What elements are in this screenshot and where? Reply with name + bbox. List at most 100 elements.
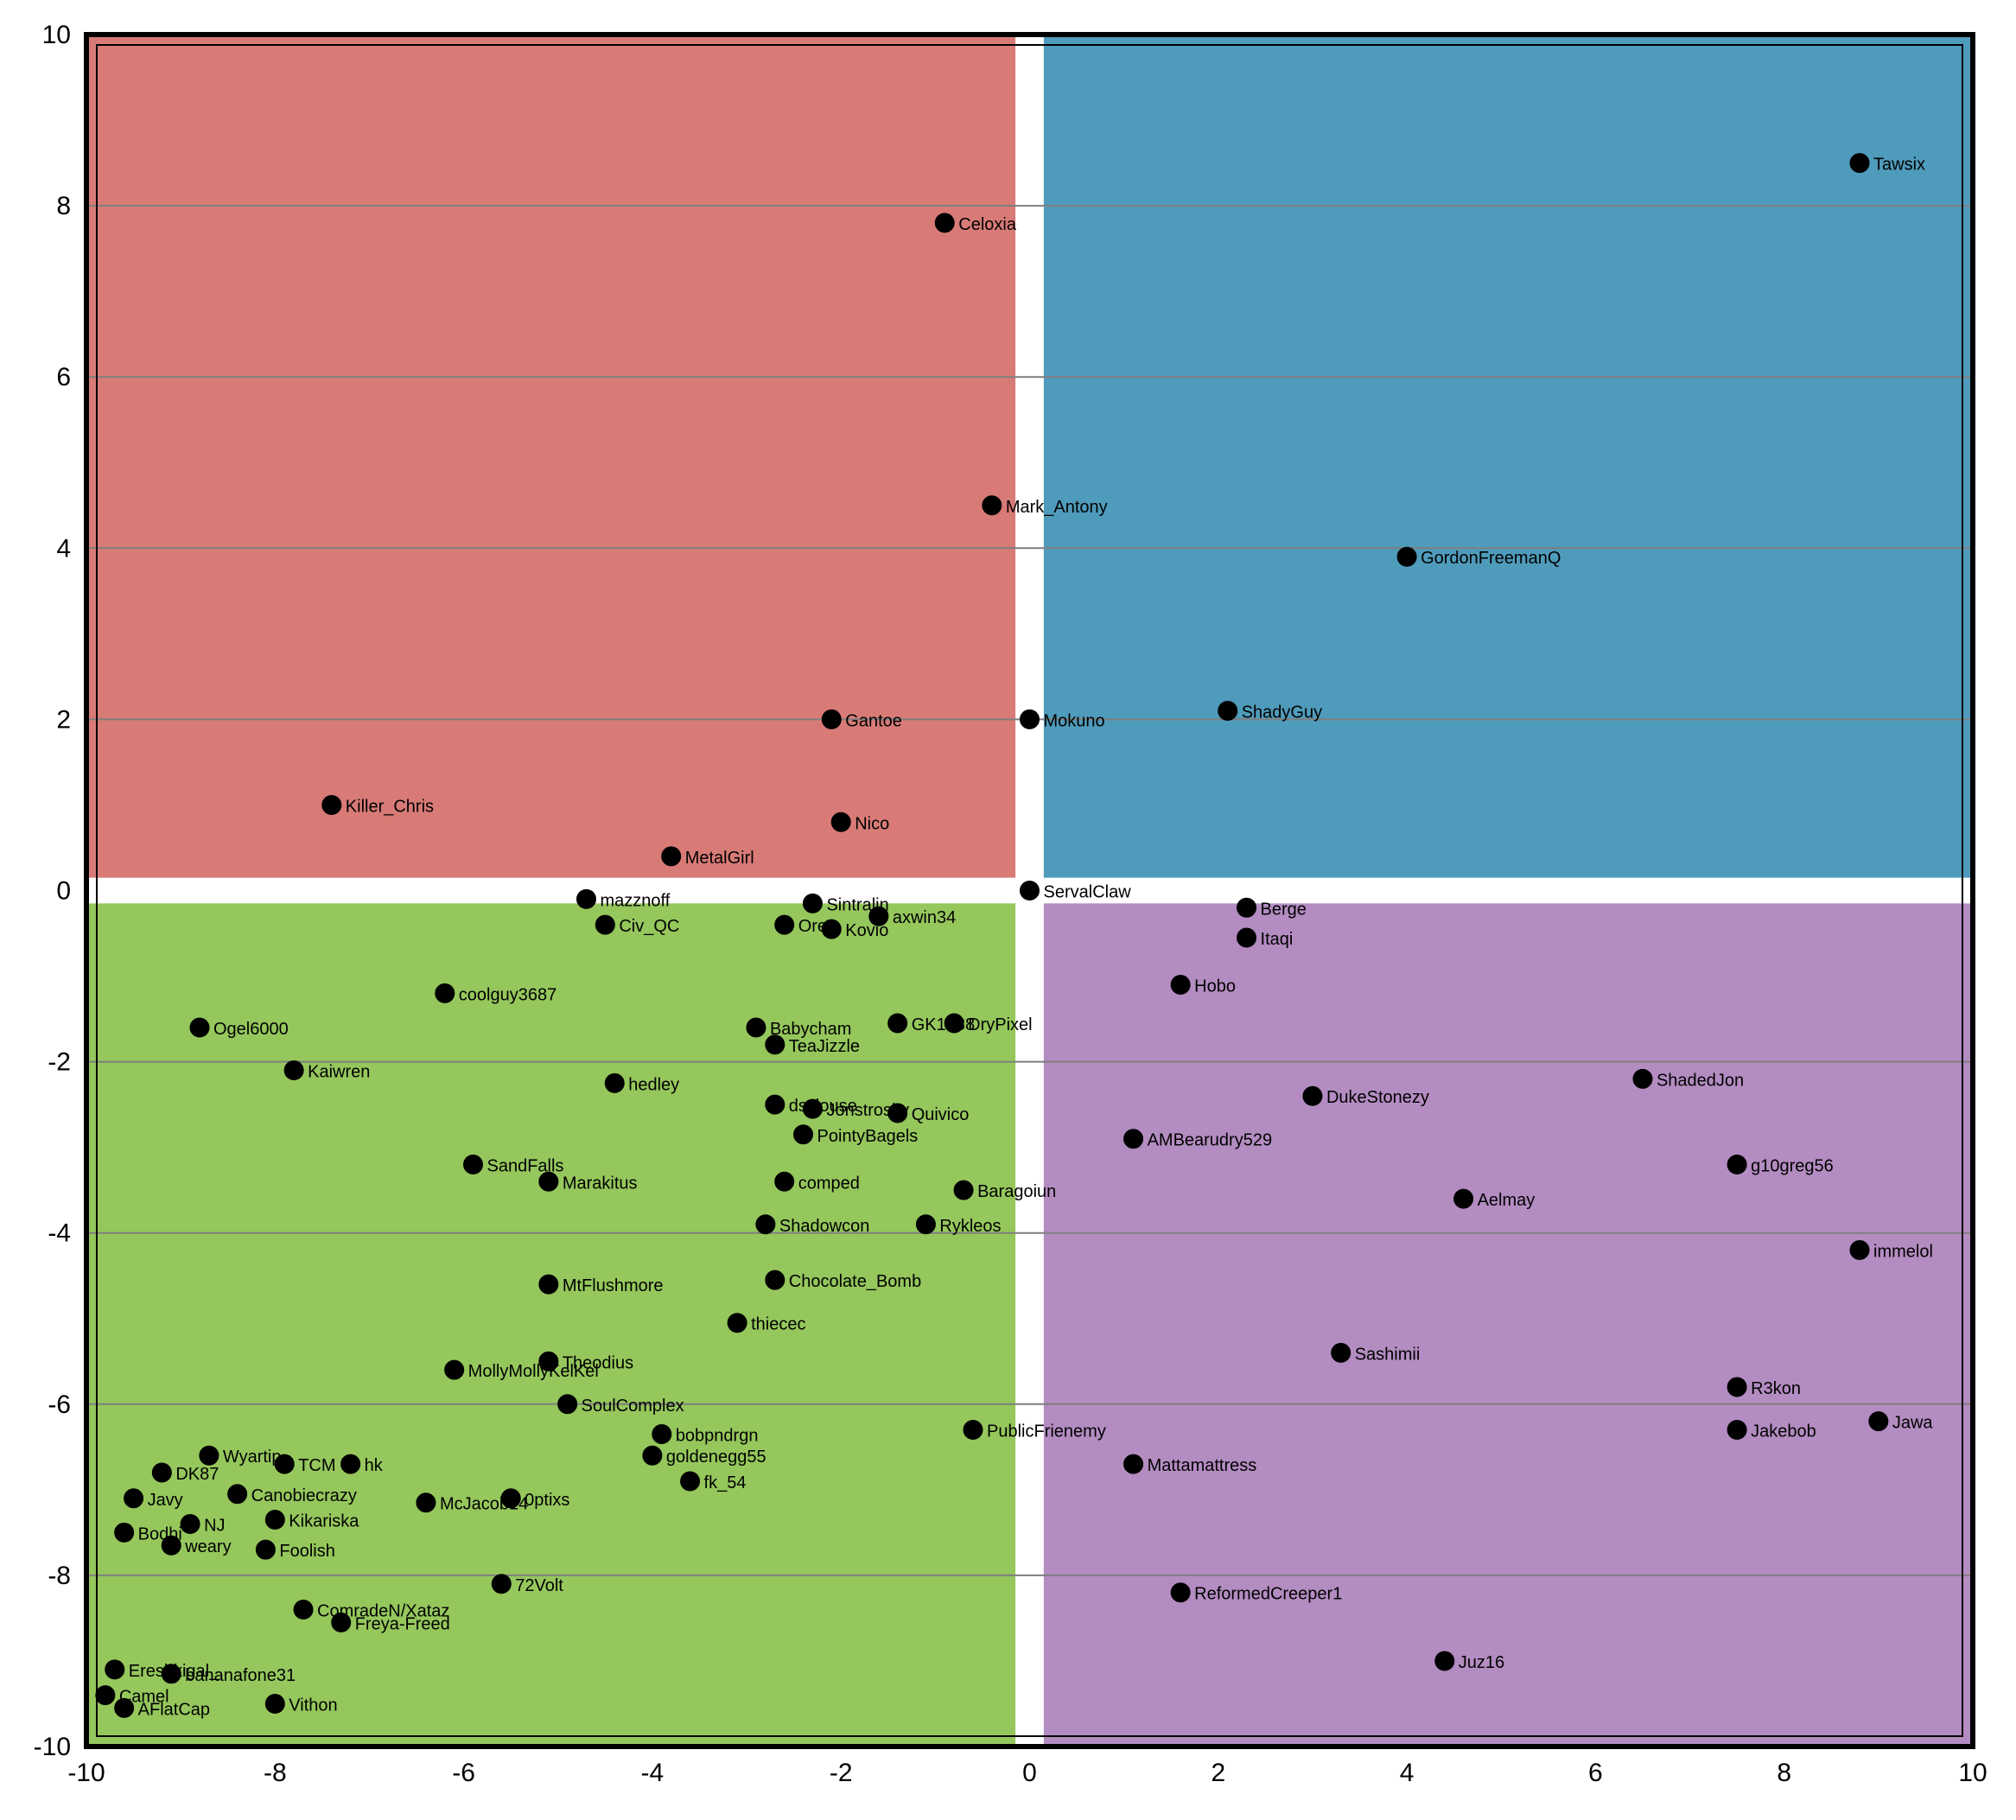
data-point-label: Jakebob — [1751, 1422, 1816, 1441]
data-point — [662, 847, 681, 866]
data-point — [963, 1421, 983, 1440]
data-point — [652, 1424, 671, 1443]
data-point — [105, 1660, 124, 1679]
data-point — [436, 983, 455, 1002]
x-tick-label: 10 — [1958, 1759, 1987, 1787]
data-point-label: NJ — [204, 1516, 225, 1535]
data-point-label: bobpndrgn — [676, 1426, 759, 1445]
data-point-label: Kaiwren — [308, 1063, 370, 1082]
y-tick-label: 4 — [56, 534, 71, 563]
data-point — [888, 1014, 907, 1033]
data-point — [1727, 1421, 1746, 1440]
x-tick-label: -10 — [67, 1759, 105, 1787]
data-point-label: McJacob14 — [440, 1495, 528, 1514]
data-point — [200, 1446, 219, 1465]
y-tick-label: 6 — [56, 363, 71, 391]
data-point-label: Shadowcon — [779, 1217, 870, 1236]
data-point — [1303, 1086, 1322, 1105]
data-point-label: ShadedJon — [1657, 1071, 1744, 1090]
data-point — [464, 1155, 483, 1174]
data-point-label: Marakitus — [563, 1174, 638, 1193]
quadrant-scatter-chart: -10-8-6-4-20246810-10-8-6-4-20246810Taws… — [0, 0, 2016, 1816]
y-tick-label: -8 — [48, 1562, 71, 1590]
x-tick-label: -2 — [830, 1759, 853, 1787]
data-point-label: hk — [365, 1456, 384, 1475]
data-point-label: comped — [798, 1174, 860, 1193]
data-point-label: GK1488 — [912, 1015, 975, 1034]
data-point — [916, 1215, 935, 1234]
data-point — [1237, 928, 1256, 947]
data-point — [766, 1095, 785, 1114]
data-point — [794, 1125, 813, 1144]
data-point — [643, 1446, 662, 1465]
quadrant-top-left — [86, 35, 1015, 878]
data-point-label: ReformedCreeper1 — [1194, 1585, 1342, 1604]
data-point — [1171, 975, 1190, 994]
data-point-label: DryPixel — [968, 1015, 1032, 1034]
data-point-label: AFlatCap — [138, 1700, 210, 1719]
data-point — [803, 1099, 822, 1118]
data-point-label: Kikariska — [289, 1512, 359, 1531]
data-point — [1397, 547, 1416, 566]
data-point-label: bananafone31 — [185, 1666, 296, 1685]
data-point — [1124, 1130, 1143, 1149]
data-point-label: Babycham — [770, 1020, 852, 1039]
quadrant-bottom-right — [1044, 903, 1973, 1747]
data-point — [341, 1454, 360, 1473]
data-point — [944, 1014, 963, 1033]
data-point-label: thiecec — [751, 1315, 805, 1334]
data-point-label: Nico — [855, 814, 889, 833]
data-point — [492, 1575, 511, 1594]
data-point — [1435, 1651, 1454, 1670]
data-point — [766, 1270, 785, 1289]
data-point-label: SoulComplex — [582, 1397, 684, 1416]
data-point-label: PublicFrienemy — [987, 1422, 1106, 1441]
data-point-label: Quivico — [912, 1105, 970, 1124]
data-point-label: Mattamattress — [1148, 1456, 1257, 1475]
data-point-label: axwin34 — [893, 908, 956, 927]
data-point — [831, 812, 850, 831]
data-point-label: goldenegg55 — [666, 1448, 766, 1467]
data-point-label: hedley — [628, 1075, 679, 1094]
data-point — [265, 1694, 284, 1713]
data-point — [822, 710, 841, 729]
data-point-label: Hobo — [1194, 977, 1236, 996]
data-point — [1869, 1412, 1888, 1431]
data-point — [935, 213, 954, 232]
data-point-label: mazznoff — [600, 891, 670, 910]
data-point — [681, 1472, 700, 1491]
data-point-label: Mark_Antony — [1006, 498, 1108, 517]
y-tick-label: 2 — [56, 705, 71, 734]
x-tick-label: -6 — [452, 1759, 475, 1787]
data-point-label: MollyMollyKelKel — [468, 1362, 599, 1381]
data-point — [115, 1523, 134, 1542]
data-point-label: Vithon — [289, 1696, 337, 1715]
data-point — [775, 915, 794, 934]
data-point-label: Juz16 — [1459, 1653, 1504, 1672]
data-point — [1124, 1454, 1143, 1473]
data-point-label: Baragoiun — [977, 1182, 1056, 1201]
data-point — [1850, 1241, 1869, 1260]
x-tick-label: -8 — [264, 1759, 287, 1787]
data-point-label: Mokuno — [1044, 711, 1105, 730]
data-point — [115, 1698, 134, 1717]
data-point — [284, 1061, 303, 1080]
data-point — [822, 920, 841, 939]
data-point — [1633, 1069, 1652, 1088]
data-point-label: Civ_QC — [619, 917, 679, 936]
x-tick-label: 2 — [1211, 1759, 1225, 1787]
data-point — [576, 889, 595, 908]
data-point — [539, 1275, 558, 1294]
data-point — [1332, 1343, 1351, 1362]
data-point-label: ServalClaw — [1044, 883, 1132, 902]
data-point — [1021, 881, 1040, 900]
x-tick-label: 8 — [1777, 1759, 1791, 1787]
data-point-label: ShadyGuy — [1242, 703, 1322, 722]
data-point — [124, 1489, 143, 1508]
data-point-label: Aelmay — [1478, 1191, 1536, 1210]
data-point-label: TeaJizzle — [789, 1037, 860, 1056]
x-tick-label: 0 — [1022, 1759, 1037, 1787]
data-point — [775, 1172, 794, 1191]
data-point — [1237, 898, 1256, 917]
data-point-label: Tawsix — [1873, 156, 1925, 175]
